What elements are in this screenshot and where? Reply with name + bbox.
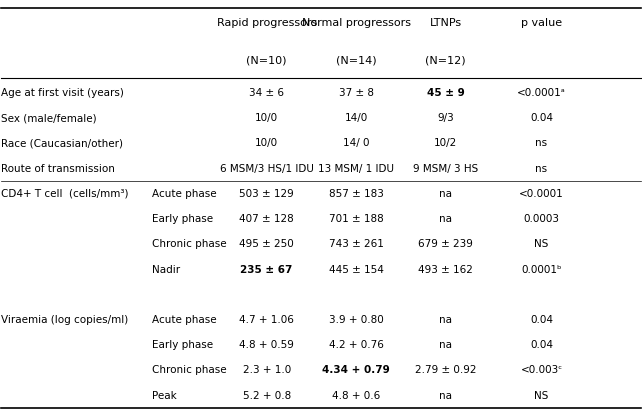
Text: 14/0: 14/0 <box>345 113 368 123</box>
Text: Normal progressors: Normal progressors <box>302 18 411 28</box>
Text: Rapid progressors: Rapid progressors <box>216 18 317 28</box>
Text: 45 ± 9: 45 ± 9 <box>427 88 465 98</box>
Text: 0.0001ᵇ: 0.0001ᵇ <box>521 265 562 275</box>
Text: 9 MSM/ 3 HS: 9 MSM/ 3 HS <box>413 163 478 173</box>
Text: 493 ± 162: 493 ± 162 <box>418 265 473 275</box>
Text: na: na <box>439 315 452 325</box>
Text: Acute phase: Acute phase <box>152 189 216 199</box>
Text: Chronic phase: Chronic phase <box>152 239 226 249</box>
Text: Age at first visit (years): Age at first visit (years) <box>1 88 125 98</box>
Text: CD4+ T cell  (cells/mm³): CD4+ T cell (cells/mm³) <box>1 189 129 199</box>
Text: 4.8 + 0.59: 4.8 + 0.59 <box>239 340 294 350</box>
Text: Acute phase: Acute phase <box>152 315 216 325</box>
Text: Nadir: Nadir <box>152 265 180 275</box>
Text: 857 ± 183: 857 ± 183 <box>329 189 383 199</box>
Text: NS: NS <box>534 391 549 401</box>
Text: ns: ns <box>535 163 548 173</box>
Text: 445 ± 154: 445 ± 154 <box>329 265 383 275</box>
Text: p value: p value <box>521 18 562 28</box>
Text: 0.04: 0.04 <box>530 340 553 350</box>
Text: na: na <box>439 189 452 199</box>
Text: 0.04: 0.04 <box>530 315 553 325</box>
Text: Peak: Peak <box>152 391 177 401</box>
Text: 0.0003: 0.0003 <box>523 214 560 224</box>
Text: 3.9 + 0.80: 3.9 + 0.80 <box>329 315 383 325</box>
Text: 13 MSM/ 1 IDU: 13 MSM/ 1 IDU <box>318 163 394 173</box>
Text: 679 ± 239: 679 ± 239 <box>418 239 473 249</box>
Text: 9/3: 9/3 <box>437 113 454 123</box>
Text: Early phase: Early phase <box>152 340 213 350</box>
Text: 4.8 + 0.6: 4.8 + 0.6 <box>332 391 380 401</box>
Text: 37 ± 8: 37 ± 8 <box>339 88 374 98</box>
Text: 4.7 + 1.06: 4.7 + 1.06 <box>239 315 294 325</box>
Text: 2.79 ± 0.92: 2.79 ± 0.92 <box>415 365 476 375</box>
Text: Viraemia (log copies/ml): Viraemia (log copies/ml) <box>1 315 128 325</box>
Text: 503 ± 129: 503 ± 129 <box>239 189 294 199</box>
Text: na: na <box>439 214 452 224</box>
Text: 701 ± 188: 701 ± 188 <box>329 214 383 224</box>
Text: NS: NS <box>534 239 549 249</box>
Text: <0.0001ᵃ: <0.0001ᵃ <box>517 88 566 98</box>
Text: Race (Caucasian/other): Race (Caucasian/other) <box>1 138 123 148</box>
Text: 235 ± 67: 235 ± 67 <box>241 265 293 275</box>
Text: Chronic phase: Chronic phase <box>152 365 226 375</box>
Text: 34 ± 6: 34 ± 6 <box>249 88 284 98</box>
Text: (N=12): (N=12) <box>426 55 466 65</box>
Text: <0.003ᶜ: <0.003ᶜ <box>521 365 562 375</box>
Text: Sex (male/female): Sex (male/female) <box>1 113 97 123</box>
Text: na: na <box>439 340 452 350</box>
Text: (N=10): (N=10) <box>247 55 287 65</box>
Text: 5.2 + 0.8: 5.2 + 0.8 <box>243 391 291 401</box>
Text: LTNPs: LTNPs <box>429 18 462 28</box>
Text: 743 ± 261: 743 ± 261 <box>329 239 383 249</box>
Text: 2.3 + 1.0: 2.3 + 1.0 <box>243 365 291 375</box>
Text: Early phase: Early phase <box>152 214 213 224</box>
Text: 10/0: 10/0 <box>255 113 278 123</box>
Text: ns: ns <box>535 138 548 148</box>
Text: na: na <box>439 391 452 401</box>
Text: <0.0001: <0.0001 <box>519 189 564 199</box>
Text: (N=14): (N=14) <box>336 55 376 65</box>
Text: 407 ± 128: 407 ± 128 <box>239 214 294 224</box>
Text: Route of transmission: Route of transmission <box>1 163 116 173</box>
Text: 10/2: 10/2 <box>434 138 457 148</box>
Text: 4.2 + 0.76: 4.2 + 0.76 <box>329 340 383 350</box>
Text: 14/ 0: 14/ 0 <box>343 138 369 148</box>
Text: 4.34 + 0.79: 4.34 + 0.79 <box>322 365 390 375</box>
Text: 6 MSM/3 HS/1 IDU: 6 MSM/3 HS/1 IDU <box>220 163 313 173</box>
Text: 10/0: 10/0 <box>255 138 278 148</box>
Text: 495 ± 250: 495 ± 250 <box>239 239 294 249</box>
Text: 0.04: 0.04 <box>530 113 553 123</box>
